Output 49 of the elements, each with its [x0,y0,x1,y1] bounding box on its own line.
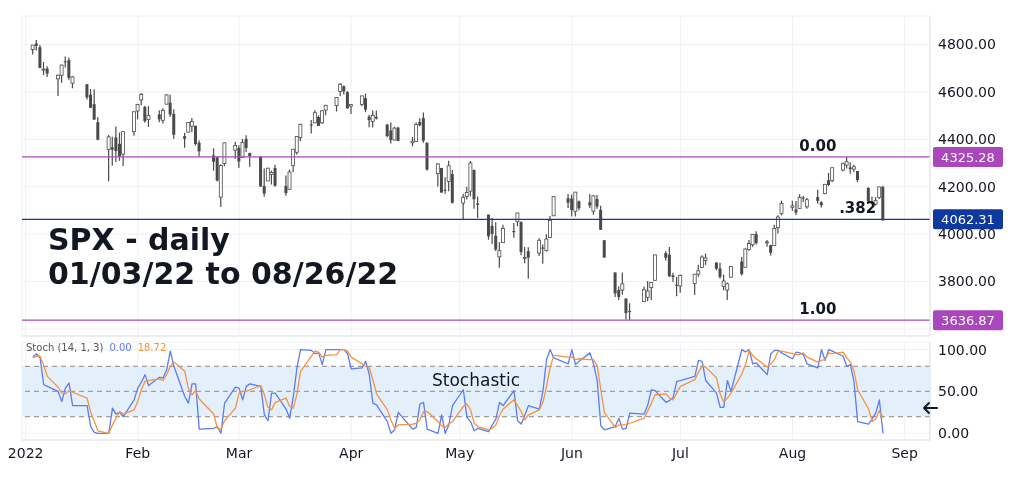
candlestick [121,131,126,167]
candlestick [273,164,277,188]
candlestick [367,114,371,128]
candlestick [284,174,288,197]
y-tick-label: 100.00 [938,341,987,358]
candlestick [620,271,625,296]
annotation: 1.00 [799,300,837,319]
x-tick-label: Aug [778,444,807,461]
candlestick [794,200,798,216]
candlestick [262,167,266,198]
x-tick-label: Feb [125,444,151,461]
band-label: Stochastic [432,370,520,391]
candlestick [92,88,96,121]
x-tick-label: Jul [670,444,689,461]
annotation: 0.00 [799,136,837,155]
ref-line-label: 4062.31 [941,212,995,228]
annotation: .382 [839,199,877,218]
y-tick-label: 4800.00 [938,36,996,53]
annotation: 0.00 [109,342,132,353]
y-tick-label: 50.00 [938,383,979,400]
y-tick-label: 4400.00 [938,131,996,148]
x-tick-label: Mar [225,444,253,461]
annotation: 18.72 [137,342,167,353]
ref-line-label: 4325.28 [941,149,995,165]
x-tick-label: Apr [339,444,364,461]
candlestick [613,271,617,298]
y-tick-label: 3800.00 [938,273,996,290]
candlestick [486,214,490,241]
text: 01/03/22 to 08/26/22 [48,256,399,291]
x-tick-label: May [445,444,475,461]
y-tick-label: 4000.00 [938,226,996,243]
candlestick [414,121,419,142]
x-tick-label: 2022 [7,444,44,461]
x-tick-label: Sep [891,444,918,461]
candlestick [570,193,574,218]
candlestick [67,56,71,81]
y-tick-label: 4200.00 [938,178,996,195]
candlestick [110,136,114,167]
candlestick [389,121,393,145]
y-tick-label: 4600.00 [938,83,996,100]
x-tick-label: Jun [559,444,583,461]
y-tick-label: 0.00 [938,425,970,442]
candlestick [45,65,49,78]
candlestick [106,134,111,182]
candlestick [114,125,118,163]
chart-title: Stoch (14, 1, 3) [26,342,104,353]
candlestick [551,195,556,217]
ref-line-label: 3636.87 [941,313,995,329]
text: SPX - daily [48,222,231,257]
